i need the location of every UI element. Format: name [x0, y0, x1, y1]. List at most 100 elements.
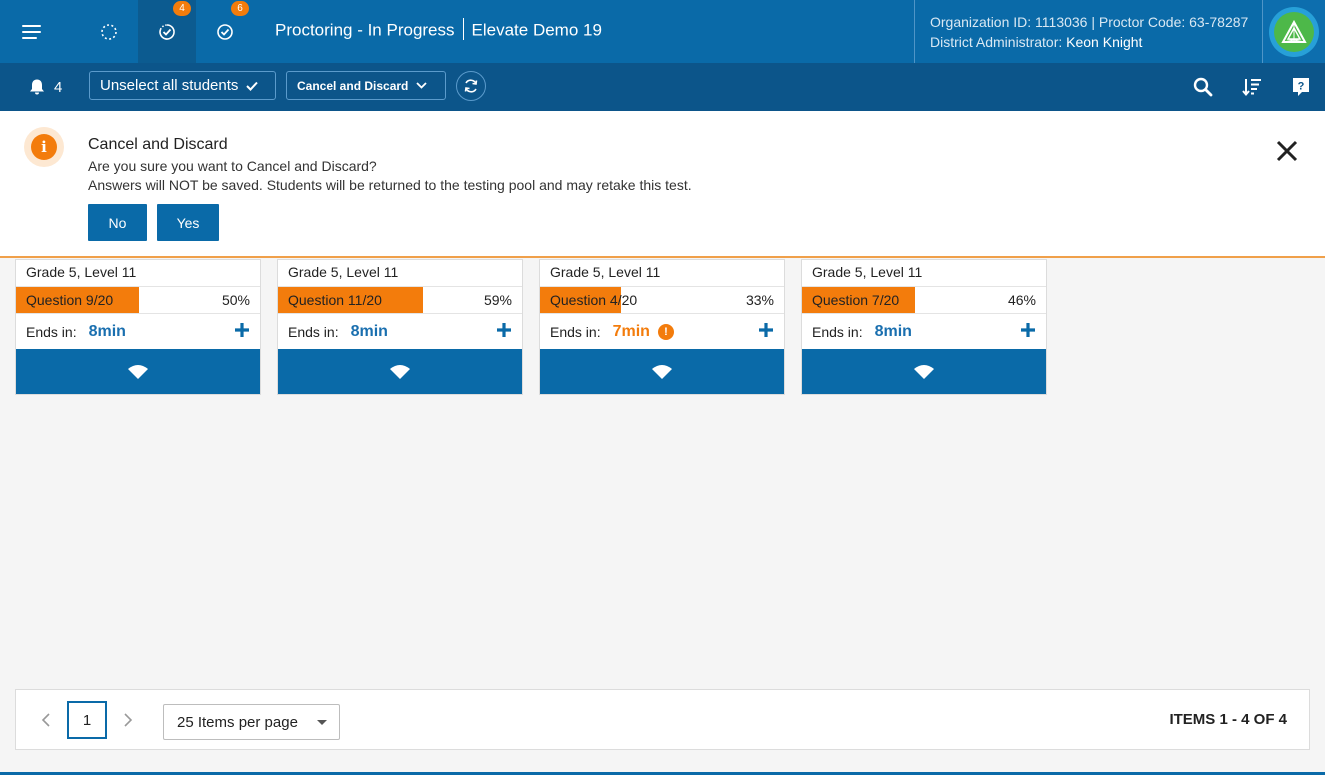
progress-fill — [802, 287, 915, 313]
info-icon: i — [24, 127, 64, 167]
notifications[interactable]: 4 — [28, 78, 62, 96]
sort-button[interactable] — [1241, 76, 1263, 98]
banner-question: Are you sure you want to Cancel and Disc… — [88, 158, 377, 174]
user-name: Keon Knight — [1066, 34, 1143, 50]
confirmation-banner — [0, 111, 1325, 258]
refresh-button[interactable] — [456, 71, 486, 101]
svg-text:?: ? — [1298, 81, 1305, 93]
card-status-bar[interactable] — [540, 349, 784, 394]
student-card[interactable]: Grade 5, Level 11 Question 4/20 33% Ends in… — [539, 259, 785, 395]
card-question: Question 9/20 — [26, 292, 114, 308]
progress-check-icon — [159, 23, 175, 40]
add-time-icon[interactable] — [496, 322, 512, 338]
toolbar: 4 Unselect all students Cancel and Disca… — [0, 63, 1325, 111]
action-dropdown-label: Cancel and Discard — [297, 78, 409, 93]
menu-icon[interactable] — [22, 25, 41, 39]
items-per-page-value: 25 Items per page — [177, 713, 298, 731]
progress-bar: Question 7/20 46% — [802, 286, 1046, 314]
time-remaining: 8min — [874, 323, 912, 340]
card-percent: 46% — [1007, 292, 1036, 308]
banner-title: Cancel and Discard — [88, 136, 228, 153]
help-button[interactable]: ? — [1290, 76, 1312, 98]
org-info: Organization ID: 1113036 | Proctor Code:… — [930, 12, 1248, 52]
caret-down-icon — [317, 720, 327, 725]
wifi-icon — [390, 364, 410, 379]
ends-in: Ends in: 8min — [812, 323, 912, 341]
bell-icon — [30, 79, 44, 95]
search-button[interactable] — [1192, 76, 1214, 98]
time-remaining: 8min — [88, 323, 126, 340]
tab-completed[interactable]: 6 — [196, 0, 254, 63]
ends-in: Ends in: 8min — [288, 323, 388, 341]
progress-fill — [540, 287, 621, 313]
top-header: 4 6 Proctoring - In Progress Elevate Demo… — [0, 0, 1325, 63]
add-time-icon[interactable] — [234, 322, 250, 338]
logo-triangle-icon — [1281, 19, 1307, 43]
card-grade: Grade 5, Level 11 — [26, 264, 137, 280]
ends-in: Ends in: 7min! — [550, 323, 674, 341]
card-status-bar[interactable] — [16, 349, 260, 394]
avatar[interactable] — [1262, 0, 1325, 63]
student-card[interactable]: Grade 5, Level 11 Question 9/20 50% Ends in… — [15, 259, 261, 395]
dotted-circle-icon — [101, 23, 117, 40]
checkmark-icon — [246, 81, 259, 91]
chevron-right-icon[interactable] — [120, 712, 134, 728]
progress-bar: Question 11/20 59% — [278, 286, 522, 314]
ends-in-label: Ends in: — [26, 324, 77, 340]
refresh-icon — [464, 79, 478, 93]
page-title: Proctoring - In Progress Elevate Demo 19 — [275, 18, 602, 42]
card-question: Question 4/20 — [550, 292, 638, 308]
yes-button[interactable]: Yes — [157, 204, 219, 241]
student-card[interactable]: Grade 5, Level 11 Question 7/20 46% Ends in… — [801, 259, 1047, 395]
ends-in: Ends in: 8min — [26, 323, 126, 341]
notification-count: 4 — [54, 78, 63, 96]
time-remaining: 8min — [350, 323, 388, 340]
action-dropdown[interactable]: Cancel and Discard — [286, 71, 446, 100]
sort-icon — [1242, 79, 1261, 97]
ends-in-label: Ends in: — [550, 324, 601, 340]
ends-in-label: Ends in: — [812, 324, 863, 340]
page-title-test: Elevate Demo 19 — [471, 20, 602, 40]
chevron-left-icon[interactable] — [40, 712, 54, 728]
student-card[interactable]: Grade 5, Level 11 Question 11/20 59% Ends i… — [277, 259, 523, 395]
card-percent: 59% — [483, 292, 512, 308]
card-percent: 50% — [221, 292, 250, 308]
unselect-all-button[interactable]: Unselect all students — [89, 71, 276, 100]
tab-in-progress[interactable]: 4 — [138, 0, 196, 63]
card-status-bar[interactable] — [278, 349, 522, 394]
wifi-icon — [652, 364, 672, 379]
close-icon[interactable] — [1273, 137, 1301, 165]
tab-not-started[interactable] — [80, 0, 138, 63]
pagination-bar: 1 25 Items per page ITEMS 1 - 4 OF 4 — [15, 689, 1310, 750]
items-count: ITEMS 1 - 4 OF 4 — [1169, 711, 1287, 728]
tab-badge: 6 — [231, 1, 249, 16]
unselect-all-label: Unselect all students — [100, 77, 239, 94]
wifi-icon — [128, 364, 148, 379]
wifi-icon — [914, 364, 934, 379]
tab-badge: 4 — [173, 1, 191, 16]
card-question: Question 7/20 — [812, 292, 900, 308]
page-title-section: Proctoring - In Progress — [275, 20, 455, 40]
progress-fill — [16, 287, 139, 313]
add-time-icon[interactable] — [1020, 322, 1036, 338]
card-status-bar[interactable] — [802, 349, 1046, 394]
items-per-page-select[interactable]: 25 Items per page — [163, 704, 340, 740]
help-icon: ? — [1293, 78, 1309, 96]
banner-detail: Answers will NOT be saved. Students will… — [88, 177, 692, 193]
card-grade: Grade 5, Level 11 — [288, 264, 399, 280]
time-remaining: 7min — [612, 323, 650, 340]
card-question: Question 11/20 — [288, 292, 382, 308]
chevron-down-icon — [416, 82, 428, 89]
page-number-button[interactable]: 1 — [67, 701, 107, 739]
search-icon — [1193, 77, 1213, 97]
role-label: District Administrator: — [930, 34, 1067, 50]
progress-bar: Question 4/20 33% — [540, 286, 784, 314]
no-button[interactable]: No — [88, 204, 147, 241]
add-time-icon[interactable] — [758, 322, 774, 338]
card-grade: Grade 5, Level 11 — [812, 264, 923, 280]
ends-in-label: Ends in: — [288, 324, 339, 340]
check-circle-icon — [217, 23, 233, 40]
card-percent: 33% — [745, 292, 774, 308]
progress-bar: Question 9/20 50% — [16, 286, 260, 314]
card-grade: Grade 5, Level 11 — [550, 264, 661, 280]
